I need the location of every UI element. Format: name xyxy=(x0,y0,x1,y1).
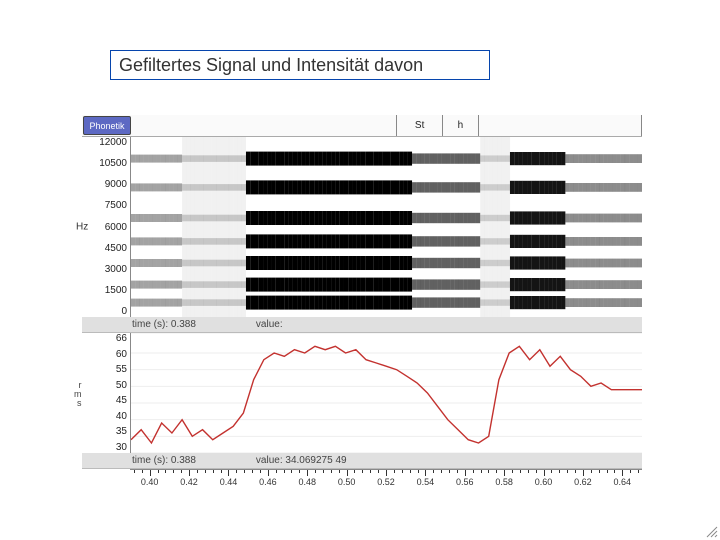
ytick: 55 xyxy=(82,364,127,375)
ytick: 4500 xyxy=(82,243,127,254)
spectrogram-area: Hz 12000105009000750060004500300015000 xyxy=(82,137,642,317)
tier-segment[interactable]: h xyxy=(443,115,479,136)
time-tick-label: 0.48 xyxy=(298,477,316,487)
ytick: 45 xyxy=(82,395,127,406)
ytick: 1500 xyxy=(82,285,127,296)
intensity-area: rms 6660555045403530 xyxy=(82,333,642,453)
resize-grip-icon[interactable] xyxy=(704,524,718,538)
time-label: time (s): 0.388 xyxy=(132,319,196,330)
tier-row: Phonetik Sth xyxy=(82,115,642,137)
info-strip-spectrogram: time (s): 0.388 value: xyxy=(82,317,642,333)
time-tick-label: 0.62 xyxy=(574,477,592,487)
ytick: 0 xyxy=(82,306,127,317)
ytick: 12000 xyxy=(82,137,127,148)
time-axis: 0.40 0.42 0.44 0.46 0.48 0.50 0.52 0.54 0.56 0.58… xyxy=(82,469,642,497)
ytick: 3000 xyxy=(82,264,127,275)
value-label: value: xyxy=(256,319,283,330)
tier-label[interactable]: Phonetik xyxy=(83,116,131,135)
time-axis-spacer xyxy=(82,469,130,497)
time-tick-label: 0.64 xyxy=(614,477,632,487)
ytick: 50 xyxy=(82,380,127,391)
ytick: 7500 xyxy=(82,200,127,211)
time-tick-label: 0.58 xyxy=(495,477,513,487)
time-axis-canvas[interactable]: 0.40 0.42 0.44 0.46 0.48 0.50 0.52 0.54 0.56 0.58… xyxy=(130,469,642,497)
spectrogram-canvas[interactable] xyxy=(130,137,642,317)
ytick: 40 xyxy=(82,411,127,422)
rms-label: rms xyxy=(74,381,82,408)
tier-segment[interactable]: St xyxy=(397,115,443,136)
tier-segment[interactable] xyxy=(479,115,642,136)
value-label-2: value: 34.069275 49 xyxy=(256,455,347,466)
spectrogram-svg xyxy=(131,137,642,317)
time-tick-label: 0.46 xyxy=(259,477,277,487)
ytick: 6000 xyxy=(82,222,127,233)
ytick: 10500 xyxy=(82,158,127,169)
time-tick-label: 0.52 xyxy=(377,477,395,487)
time-tick-label: 0.50 xyxy=(338,477,356,487)
ytick: 35 xyxy=(82,426,127,437)
analysis-panel: Phonetik Sth Hz 120001050090007500600045… xyxy=(82,115,642,510)
tier-segment[interactable] xyxy=(132,115,397,136)
ytick: 9000 xyxy=(82,179,127,190)
intensity-yaxis: rms 6660555045403530 xyxy=(82,333,130,453)
hz-label: Hz xyxy=(76,222,88,233)
time-label-2: time (s): 0.388 xyxy=(132,455,196,466)
time-tick-label: 0.40 xyxy=(141,477,159,487)
intensity-svg xyxy=(131,333,642,453)
ytick: 66 xyxy=(82,333,127,344)
time-tick-label: 0.60 xyxy=(535,477,553,487)
time-tick-label: 0.44 xyxy=(220,477,238,487)
title-text: Gefiltertes Signal und Intensität davon xyxy=(119,55,423,76)
spectrogram-yaxis: Hz 12000105009000750060004500300015000 xyxy=(82,137,130,317)
time-tick-label: 0.56 xyxy=(456,477,474,487)
ytick: 60 xyxy=(82,349,127,360)
time-tick-label: 0.42 xyxy=(180,477,198,487)
tier-cells[interactable]: Sth xyxy=(132,115,642,136)
intensity-canvas[interactable] xyxy=(130,333,642,453)
ytick: 30 xyxy=(82,442,127,453)
title-box: Gefiltertes Signal und Intensität davon xyxy=(110,50,490,80)
time-tick-label: 0.54 xyxy=(417,477,435,487)
info-strip-intensity: time (s): 0.388 value: 34.069275 49 xyxy=(82,453,642,469)
